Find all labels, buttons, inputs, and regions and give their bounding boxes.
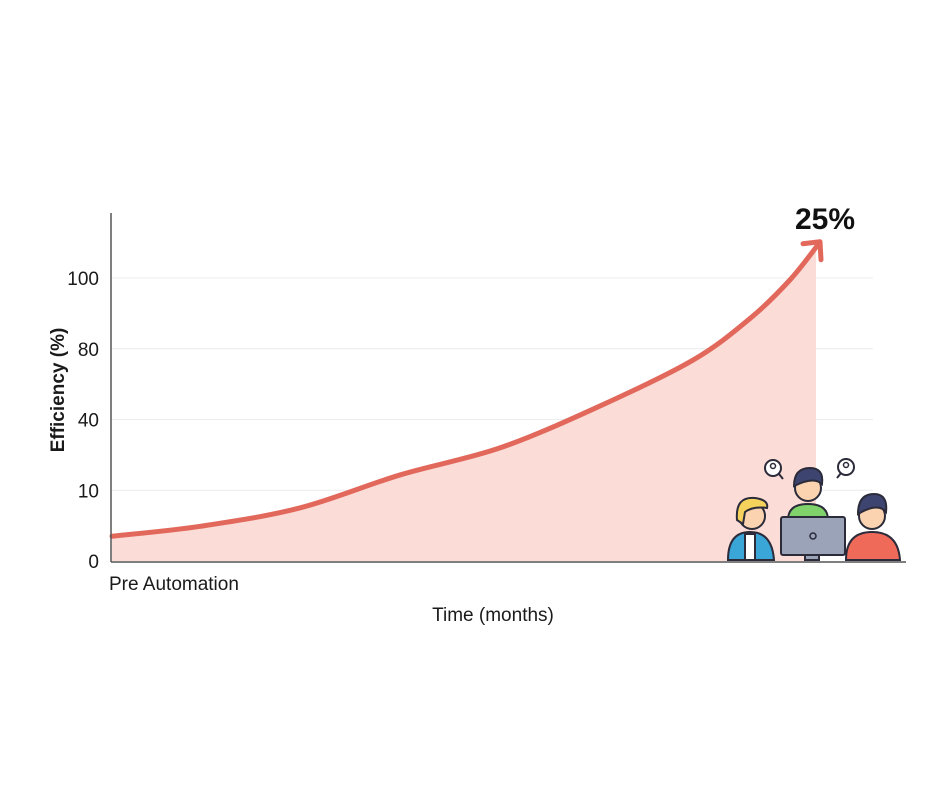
y-tick-label: 40: [78, 411, 99, 432]
team-illustration: [726, 458, 902, 561]
series-line: [109, 242, 821, 539]
area-fill: [112, 244, 818, 561]
growth-annotation: 25%: [795, 203, 855, 236]
search-user-icon: [764, 459, 784, 480]
arrow-head: [800, 239, 824, 263]
x-axis-label: Time (months): [432, 605, 554, 626]
y-tick-label: 100: [67, 269, 99, 290]
y-tick-label: 0: [88, 552, 99, 573]
y-tick-label: 80: [78, 340, 99, 361]
y-axis-label: Efficiency (%): [48, 328, 69, 453]
y-tick-label: 10: [78, 481, 99, 502]
x-tick-label: Pre Automation: [109, 574, 239, 595]
search-user-icon: [836, 458, 855, 479]
